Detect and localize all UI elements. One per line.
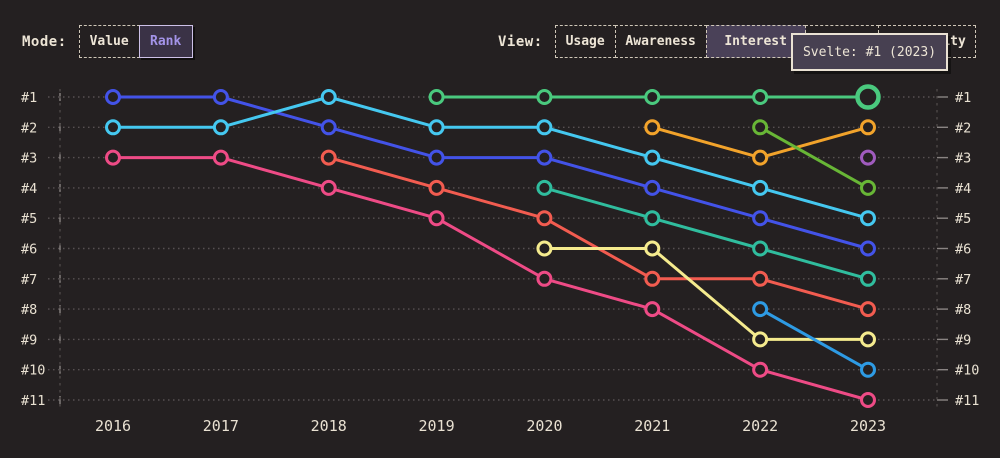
svg-text:#7: #7 bbox=[955, 272, 971, 288]
svg-text:#5: #5 bbox=[955, 211, 971, 227]
svg-text:#2: #2 bbox=[955, 120, 971, 136]
svg-text:#6: #6 bbox=[21, 242, 37, 258]
svg-text:#9: #9 bbox=[21, 332, 37, 348]
svg-text:#7: #7 bbox=[21, 272, 37, 288]
svg-text:#11: #11 bbox=[21, 393, 45, 409]
svg-text:#10: #10 bbox=[955, 363, 979, 379]
svg-text:#1: #1 bbox=[955, 90, 971, 106]
svg-text:2022: 2022 bbox=[742, 417, 778, 435]
svg-text:2023: 2023 bbox=[850, 417, 886, 435]
chart-tooltip: Svelte: #1 (2023) bbox=[791, 33, 948, 71]
svg-text:#2: #2 bbox=[21, 120, 37, 136]
tooltip-text: Svelte: #1 (2023) bbox=[802, 44, 937, 60]
view-usage-button[interactable]: Usage bbox=[554, 25, 616, 58]
svg-text:#9: #9 bbox=[955, 332, 971, 348]
mode-rank-button[interactable]: Rank bbox=[138, 25, 193, 58]
svg-text:#8: #8 bbox=[955, 302, 971, 318]
svg-text:#11: #11 bbox=[955, 393, 979, 409]
svg-text:2016: 2016 bbox=[95, 417, 131, 435]
svg-text:#3: #3 bbox=[21, 151, 37, 167]
svg-text:#3: #3 bbox=[955, 151, 971, 167]
svg-text:#1: #1 bbox=[21, 90, 37, 106]
svg-text:#6: #6 bbox=[955, 242, 971, 258]
mode-toggle-group: Mode: Value Rank bbox=[22, 25, 193, 58]
svg-text:2019: 2019 bbox=[419, 417, 455, 435]
mode-label: Mode: bbox=[22, 33, 67, 50]
svg-text:#10: #10 bbox=[21, 363, 45, 379]
svg-text:2018: 2018 bbox=[311, 417, 347, 435]
svg-text:#4: #4 bbox=[21, 181, 37, 197]
svg-text:2021: 2021 bbox=[634, 417, 670, 435]
svg-text:2020: 2020 bbox=[526, 417, 562, 435]
svg-text:2017: 2017 bbox=[203, 417, 239, 435]
mode-value-button[interactable]: Value bbox=[78, 25, 140, 58]
svg-text:#4: #4 bbox=[955, 181, 971, 197]
svg-text:#5: #5 bbox=[21, 211, 37, 227]
svg-text:#8: #8 bbox=[21, 302, 37, 318]
view-awareness-button[interactable]: Awareness bbox=[614, 25, 707, 58]
view-label: View: bbox=[498, 33, 543, 50]
